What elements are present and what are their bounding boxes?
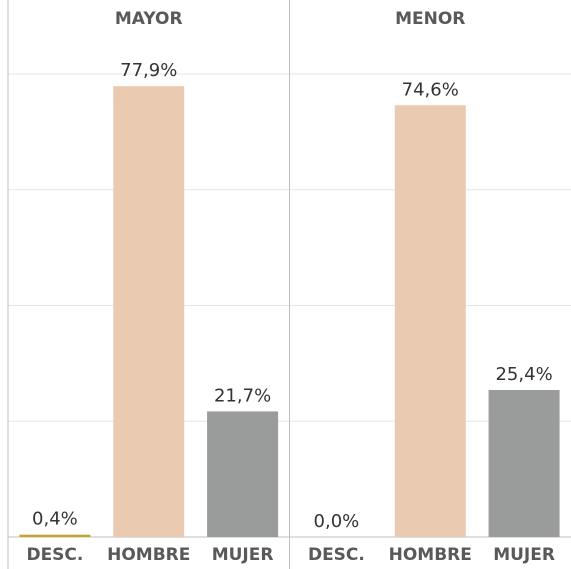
x-tick-label: HOMBRE bbox=[389, 545, 472, 565]
value-label: 25,4% bbox=[495, 364, 552, 385]
bar bbox=[488, 389, 560, 537]
bar bbox=[207, 411, 279, 537]
value-label: 77,9% bbox=[120, 60, 177, 81]
value-label: 21,7% bbox=[214, 385, 271, 406]
bar bbox=[394, 105, 466, 537]
x-tick-label: MUJER bbox=[493, 545, 555, 565]
panel-title: MAYOR bbox=[115, 9, 183, 29]
x-tick-label: MUJER bbox=[212, 545, 274, 565]
bar bbox=[19, 534, 91, 537]
value-label: 74,6% bbox=[402, 79, 459, 100]
x-tick-label: HOMBRE bbox=[107, 545, 190, 565]
x-tick-label: DESC. bbox=[308, 545, 365, 565]
value-label: 0,4% bbox=[32, 509, 78, 530]
x-tick-label: DESC. bbox=[26, 545, 83, 565]
bar bbox=[113, 86, 185, 537]
value-label: 0,0% bbox=[314, 511, 360, 532]
panel-title: MENOR bbox=[395, 9, 465, 29]
